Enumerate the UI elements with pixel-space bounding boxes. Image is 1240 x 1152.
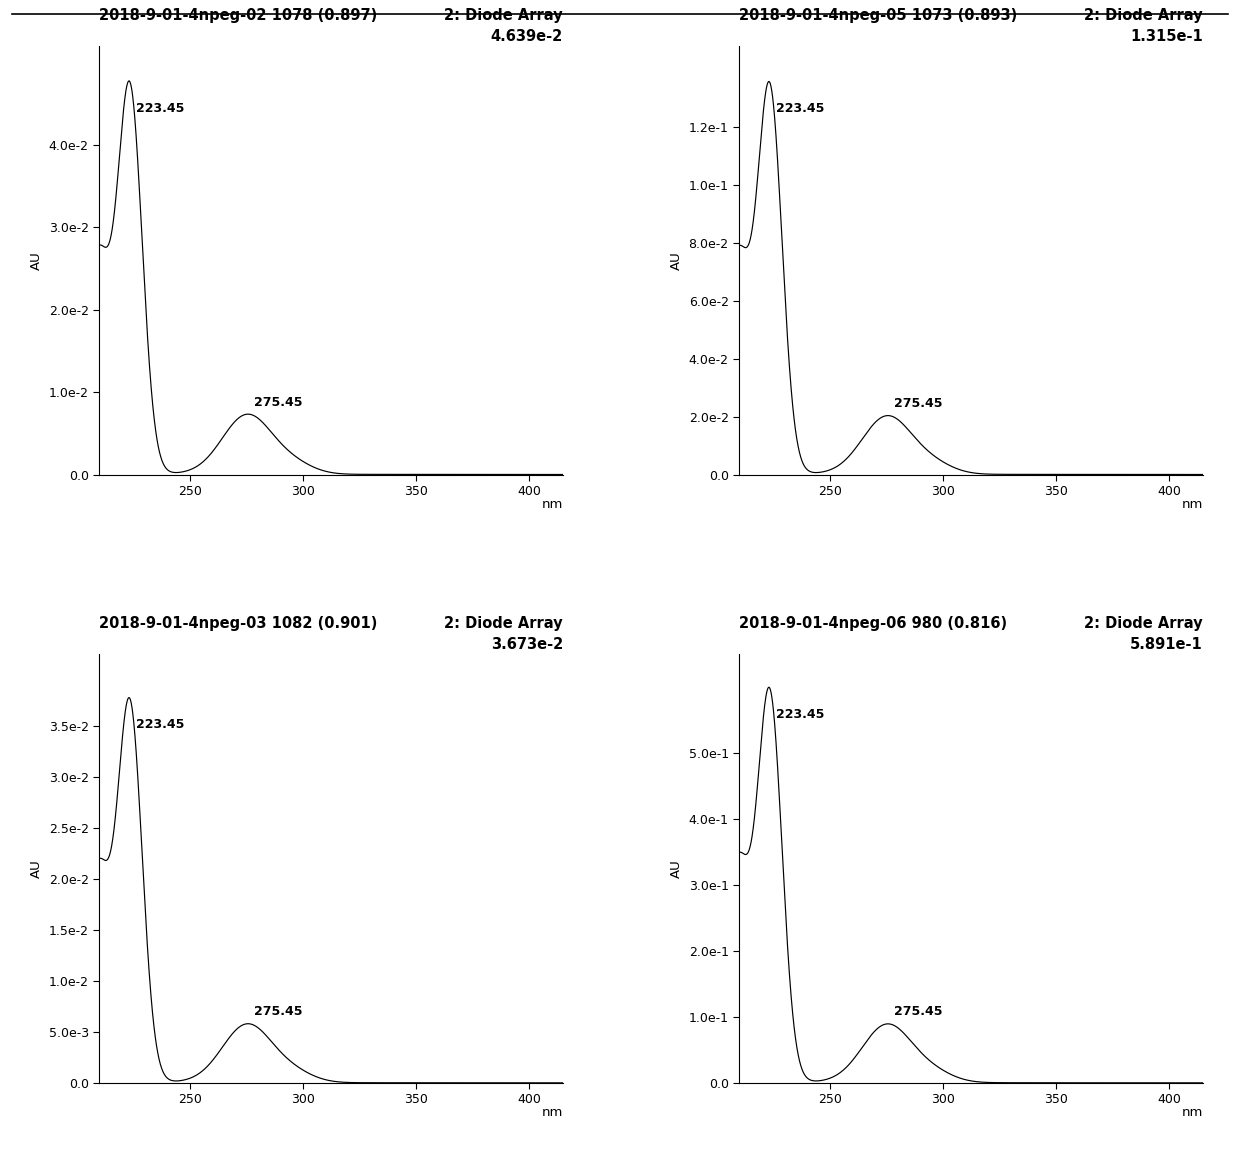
Text: 2: Diode Array: 2: Diode Array xyxy=(1084,616,1203,631)
Text: 275.45: 275.45 xyxy=(894,1006,942,1018)
Text: 2018-9-01-4npeg-02 1078 (0.897): 2018-9-01-4npeg-02 1078 (0.897) xyxy=(99,8,377,23)
Text: nm: nm xyxy=(1182,498,1203,511)
Text: 223.45: 223.45 xyxy=(136,719,185,732)
Text: nm: nm xyxy=(542,498,563,511)
Text: 223.45: 223.45 xyxy=(136,101,185,115)
Text: 2018-9-01-4npeg-03 1082 (0.901): 2018-9-01-4npeg-03 1082 (0.901) xyxy=(99,616,377,631)
Text: 2018-9-01-4npeg-06 980 (0.816): 2018-9-01-4npeg-06 980 (0.816) xyxy=(739,616,1007,631)
Text: 5.891e-1: 5.891e-1 xyxy=(1130,637,1203,652)
Text: 2018-9-01-4npeg-05 1073 (0.893): 2018-9-01-4npeg-05 1073 (0.893) xyxy=(739,8,1017,23)
Text: 2: Diode Array: 2: Diode Array xyxy=(1084,8,1203,23)
Text: 275.45: 275.45 xyxy=(894,397,942,410)
Y-axis label: AU: AU xyxy=(30,251,43,270)
Text: 223.45: 223.45 xyxy=(776,103,825,115)
Y-axis label: AU: AU xyxy=(670,251,683,270)
Text: 2: Diode Array: 2: Diode Array xyxy=(444,616,563,631)
Text: nm: nm xyxy=(542,1106,563,1120)
Text: 275.45: 275.45 xyxy=(254,396,303,409)
Text: 1.315e-1: 1.315e-1 xyxy=(1130,29,1203,44)
Y-axis label: AU: AU xyxy=(670,859,683,878)
Text: 4.639e-2: 4.639e-2 xyxy=(491,29,563,44)
Text: 275.45: 275.45 xyxy=(254,1006,303,1018)
Y-axis label: AU: AU xyxy=(30,859,43,878)
Text: 223.45: 223.45 xyxy=(776,708,825,721)
Text: nm: nm xyxy=(1182,1106,1203,1120)
Text: 2: Diode Array: 2: Diode Array xyxy=(444,8,563,23)
Text: 3.673e-2: 3.673e-2 xyxy=(491,637,563,652)
